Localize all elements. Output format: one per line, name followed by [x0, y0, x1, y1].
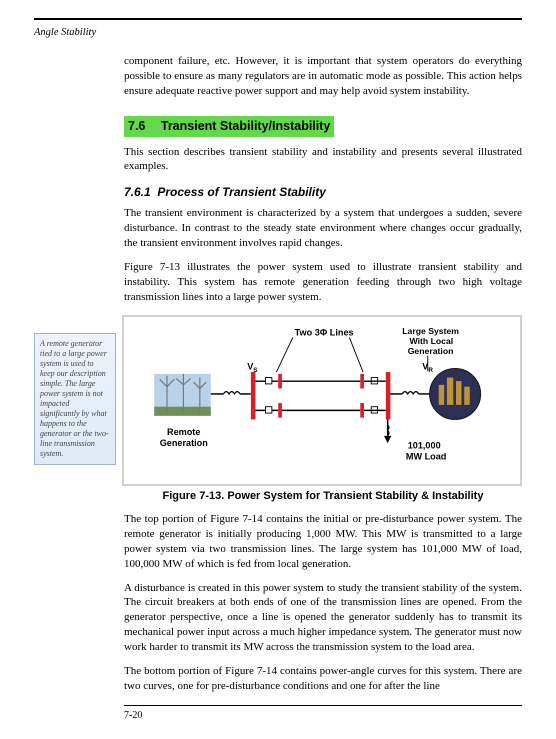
- section-intro: This section describes transient stabili…: [124, 145, 522, 175]
- city-icon: [430, 368, 481, 419]
- label-two-lines: Two 3Φ Lines: [295, 327, 354, 337]
- label-large-sys-1: Large System: [402, 325, 459, 335]
- body-paragraph: The transient environment is characteriz…: [124, 206, 522, 251]
- footer: 7-20: [124, 705, 522, 723]
- figure-frame: Two 3Φ Lines Large System With Local Gen…: [122, 315, 522, 487]
- intro-paragraph: component failure, etc. However, it is i…: [124, 54, 522, 99]
- coil-icon: [224, 391, 240, 393]
- section-number: 7.6: [128, 119, 145, 133]
- remote-gen-icon: [154, 373, 211, 415]
- bus-left: [251, 372, 256, 419]
- bus-right: [386, 372, 391, 419]
- coil-icon: [402, 391, 418, 393]
- top-rule: [34, 18, 522, 20]
- label-remote-2: Generation: [160, 437, 208, 447]
- figure-caption: Figure 7-13. Power System for Transient …: [124, 489, 522, 504]
- running-head: Angle Stability: [34, 26, 522, 40]
- label-large-sys-3: Generation: [408, 345, 454, 355]
- label-load-2: MW Load: [406, 451, 446, 461]
- subsection-title: Process of Transient Stability: [157, 185, 326, 199]
- subsection-heading: 7.6.1 Process of Transient Stability: [124, 184, 522, 200]
- label-remote-1: Remote: [167, 426, 200, 436]
- main-column: component failure, etc. However, it is i…: [124, 54, 522, 723]
- side-note: A remote generator tied to a large power…: [34, 333, 116, 465]
- label-load-1: 101,000: [408, 440, 441, 450]
- page: Angle Stability component failure, etc. …: [0, 0, 556, 739]
- section-heading: 7.6 Transient Stability/Instability: [124, 116, 334, 137]
- label-large-sys-2: With Local: [410, 335, 454, 345]
- figure-diagram: Two 3Φ Lines Large System With Local Gen…: [128, 321, 516, 481]
- body-paragraph: Figure 7-13 illustrates the power system…: [124, 260, 522, 305]
- section-title: Transient Stability/Instability: [161, 119, 330, 133]
- label-vr: VR: [422, 361, 433, 374]
- body-paragraph: The top portion of Figure 7-14 contains …: [124, 512, 522, 571]
- body-paragraph: The bottom portion of Figure 7-14 contai…: [124, 664, 522, 694]
- figure-row: A remote generator tied to a large power…: [34, 315, 522, 487]
- subsection-number: 7.6.1: [124, 185, 151, 199]
- body-paragraph: A disturbance is created in this power s…: [124, 581, 522, 655]
